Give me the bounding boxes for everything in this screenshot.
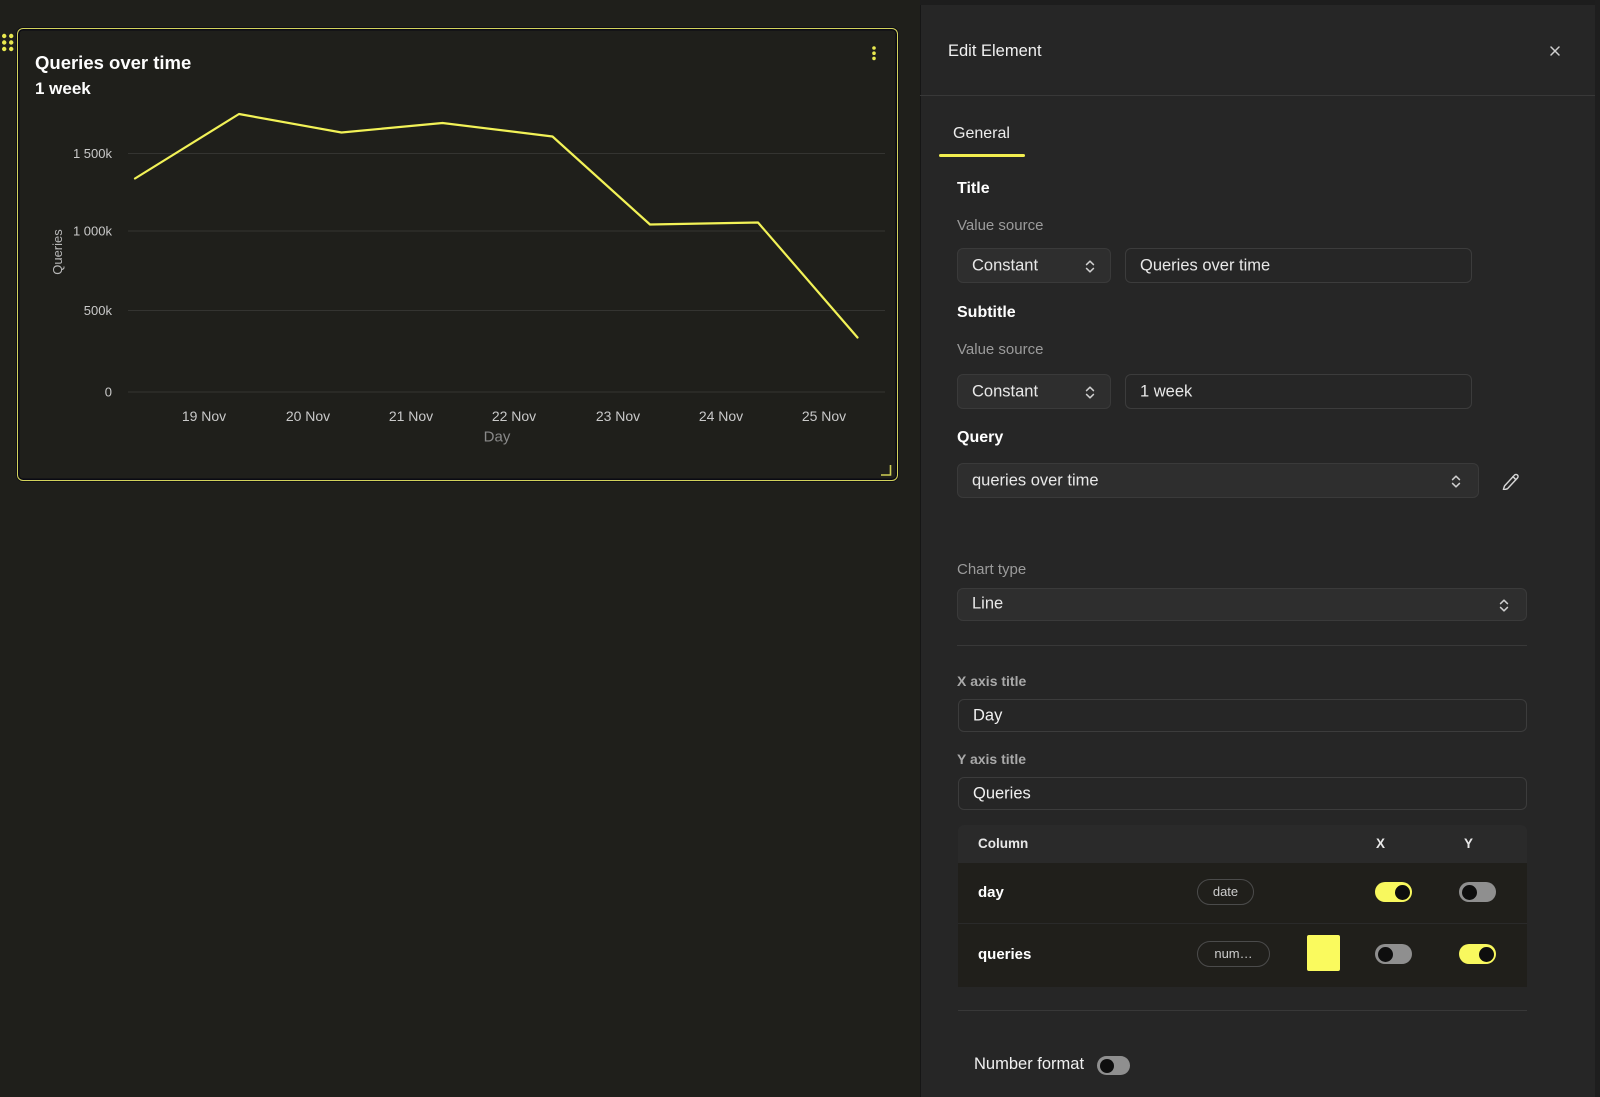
- svg-text:25 Nov: 25 Nov: [802, 408, 846, 424]
- svg-text:24 Nov: 24 Nov: [699, 408, 743, 424]
- svg-text:1 000k: 1 000k: [73, 224, 113, 239]
- svg-text:1 500k: 1 500k: [73, 146, 113, 161]
- svg-text:20 Nov: 20 Nov: [286, 408, 330, 424]
- svg-text:Queries: Queries: [50, 229, 65, 275]
- svg-text:21 Nov: 21 Nov: [389, 408, 433, 424]
- svg-text:19 Nov: 19 Nov: [182, 408, 226, 424]
- svg-text:22 Nov: 22 Nov: [492, 408, 536, 424]
- svg-text:23 Nov: 23 Nov: [596, 408, 640, 424]
- svg-text:Day: Day: [484, 429, 511, 446]
- svg-text:0: 0: [105, 385, 112, 400]
- svg-text:500k: 500k: [84, 303, 113, 318]
